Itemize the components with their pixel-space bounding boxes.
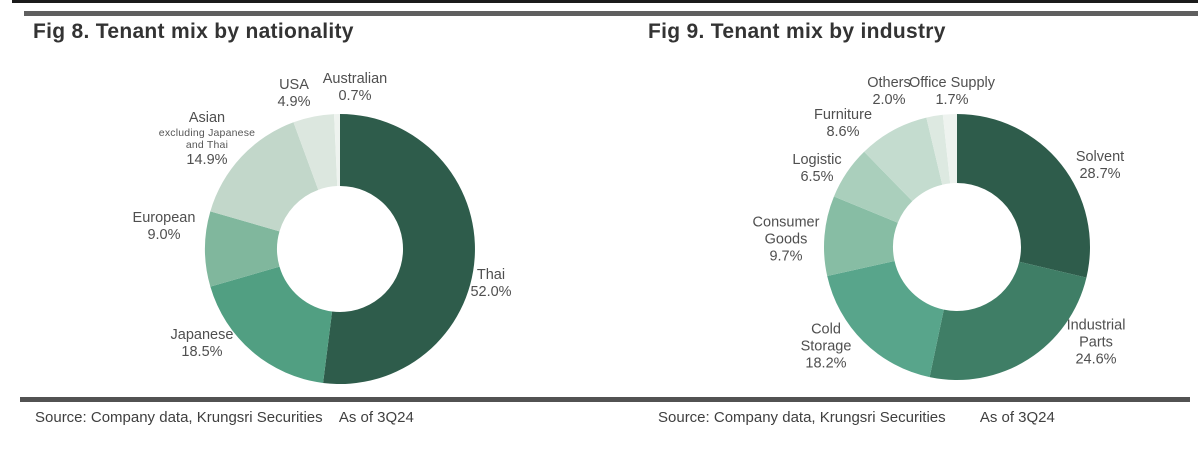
fig8-source-text: Source: Company data, Krungsri Securitie… [35,409,323,426]
slice-cold-storage [827,260,944,378]
slice-japanese [210,266,333,383]
fig9-asof-text: As of 3Q24 [979,409,1055,426]
slice-european [205,211,280,287]
slice-australian [334,114,340,187]
slice-thai [323,114,475,384]
slice-furniture [864,117,943,202]
slice-industrial-parts [929,261,1087,380]
slice-consumer-goods [823,196,898,277]
slice-usa [293,114,338,190]
industry-donut-chart [823,114,1090,380]
fig9-title: Fig 9. Tenant mix by industry [648,20,946,43]
footer-rule [20,397,1190,402]
slice-logistic [833,151,913,223]
fig8-source-line: Source: Company data, Krungsri Securitie… [35,409,414,426]
fig9-source-text: Source: Company data, Krungsri Securitie… [658,409,946,426]
top-border-line [12,0,1198,3]
fig8-title: Fig 8. Tenant mix by nationality [33,20,354,43]
nationality-donut-chart [205,114,475,384]
slice-others [926,114,951,185]
fig8-asof-text: As of 3Q24 [338,409,414,426]
header-rule [24,11,1198,16]
slice-solvent [957,114,1090,278]
slice-office-supply [942,114,957,184]
slice-asian [210,122,319,232]
fig9-source-line: Source: Company data, Krungsri Securitie… [658,409,1055,426]
